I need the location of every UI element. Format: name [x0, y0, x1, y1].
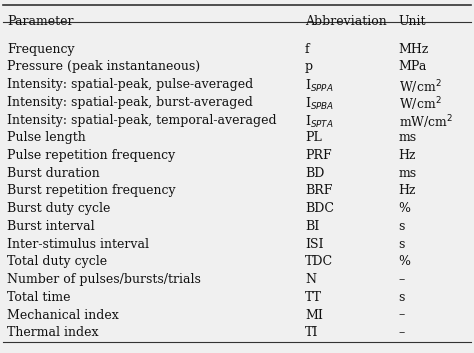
Text: BI: BI — [305, 220, 319, 233]
Text: I$_{SPPA}$: I$_{SPPA}$ — [305, 78, 334, 94]
Text: ms: ms — [399, 131, 417, 144]
Text: Hz: Hz — [399, 185, 416, 197]
Text: I$_{SPBA}$: I$_{SPBA}$ — [305, 96, 334, 112]
Text: Mechanical index: Mechanical index — [8, 309, 119, 322]
Text: MHz: MHz — [399, 43, 429, 56]
Text: BRF: BRF — [305, 185, 332, 197]
Text: Intensity: spatial-peak, temporal-averaged: Intensity: spatial-peak, temporal-averag… — [8, 114, 277, 127]
Text: Abbreviation: Abbreviation — [305, 15, 387, 28]
Text: Number of pulses/bursts/trials: Number of pulses/bursts/trials — [8, 273, 201, 286]
Text: Pulse length: Pulse length — [8, 131, 86, 144]
Text: W/cm$^2$: W/cm$^2$ — [399, 96, 441, 114]
Text: Intensity: spatial-peak, burst-averaged: Intensity: spatial-peak, burst-averaged — [8, 96, 253, 109]
Text: N: N — [305, 273, 316, 286]
Text: –: – — [399, 326, 405, 339]
Text: %: % — [399, 202, 410, 215]
Text: mW/cm$^2$: mW/cm$^2$ — [399, 114, 453, 131]
Text: Inter-stimulus interval: Inter-stimulus interval — [8, 238, 149, 251]
Text: I$_{SPTA}$: I$_{SPTA}$ — [305, 114, 334, 130]
Text: MI: MI — [305, 309, 323, 322]
Text: Burst duration: Burst duration — [8, 167, 100, 180]
Text: –: – — [399, 273, 405, 286]
Text: Total time: Total time — [8, 291, 71, 304]
Text: Thermal index: Thermal index — [8, 326, 99, 339]
Text: PRF: PRF — [305, 149, 331, 162]
Text: ISI: ISI — [305, 238, 323, 251]
Text: PL: PL — [305, 131, 322, 144]
Text: Burst repetition frequency: Burst repetition frequency — [8, 185, 176, 197]
Text: Burst interval: Burst interval — [8, 220, 95, 233]
Text: s: s — [399, 220, 405, 233]
Text: s: s — [399, 291, 405, 304]
Text: BDC: BDC — [305, 202, 334, 215]
Text: Unit: Unit — [399, 15, 426, 28]
Text: TI: TI — [305, 326, 319, 339]
Text: f: f — [305, 43, 310, 56]
Text: %: % — [399, 255, 410, 268]
Text: Frequency: Frequency — [8, 43, 75, 56]
Text: Burst duty cycle: Burst duty cycle — [8, 202, 111, 215]
Text: Pressure (peak instantaneous): Pressure (peak instantaneous) — [8, 60, 201, 73]
Text: TDC: TDC — [305, 255, 333, 268]
Text: Intensity: spatial-peak, pulse-averaged: Intensity: spatial-peak, pulse-averaged — [8, 78, 254, 91]
Text: ms: ms — [399, 167, 417, 180]
Text: Total duty cycle: Total duty cycle — [8, 255, 108, 268]
Text: MPa: MPa — [399, 60, 427, 73]
Text: TT: TT — [305, 291, 322, 304]
Text: Hz: Hz — [399, 149, 416, 162]
Text: W/cm$^2$: W/cm$^2$ — [399, 78, 441, 96]
Text: BD: BD — [305, 167, 324, 180]
Text: p: p — [305, 60, 313, 73]
Text: Parameter: Parameter — [8, 15, 74, 28]
Text: –: – — [399, 309, 405, 322]
Text: Pulse repetition frequency: Pulse repetition frequency — [8, 149, 176, 162]
Text: s: s — [399, 238, 405, 251]
